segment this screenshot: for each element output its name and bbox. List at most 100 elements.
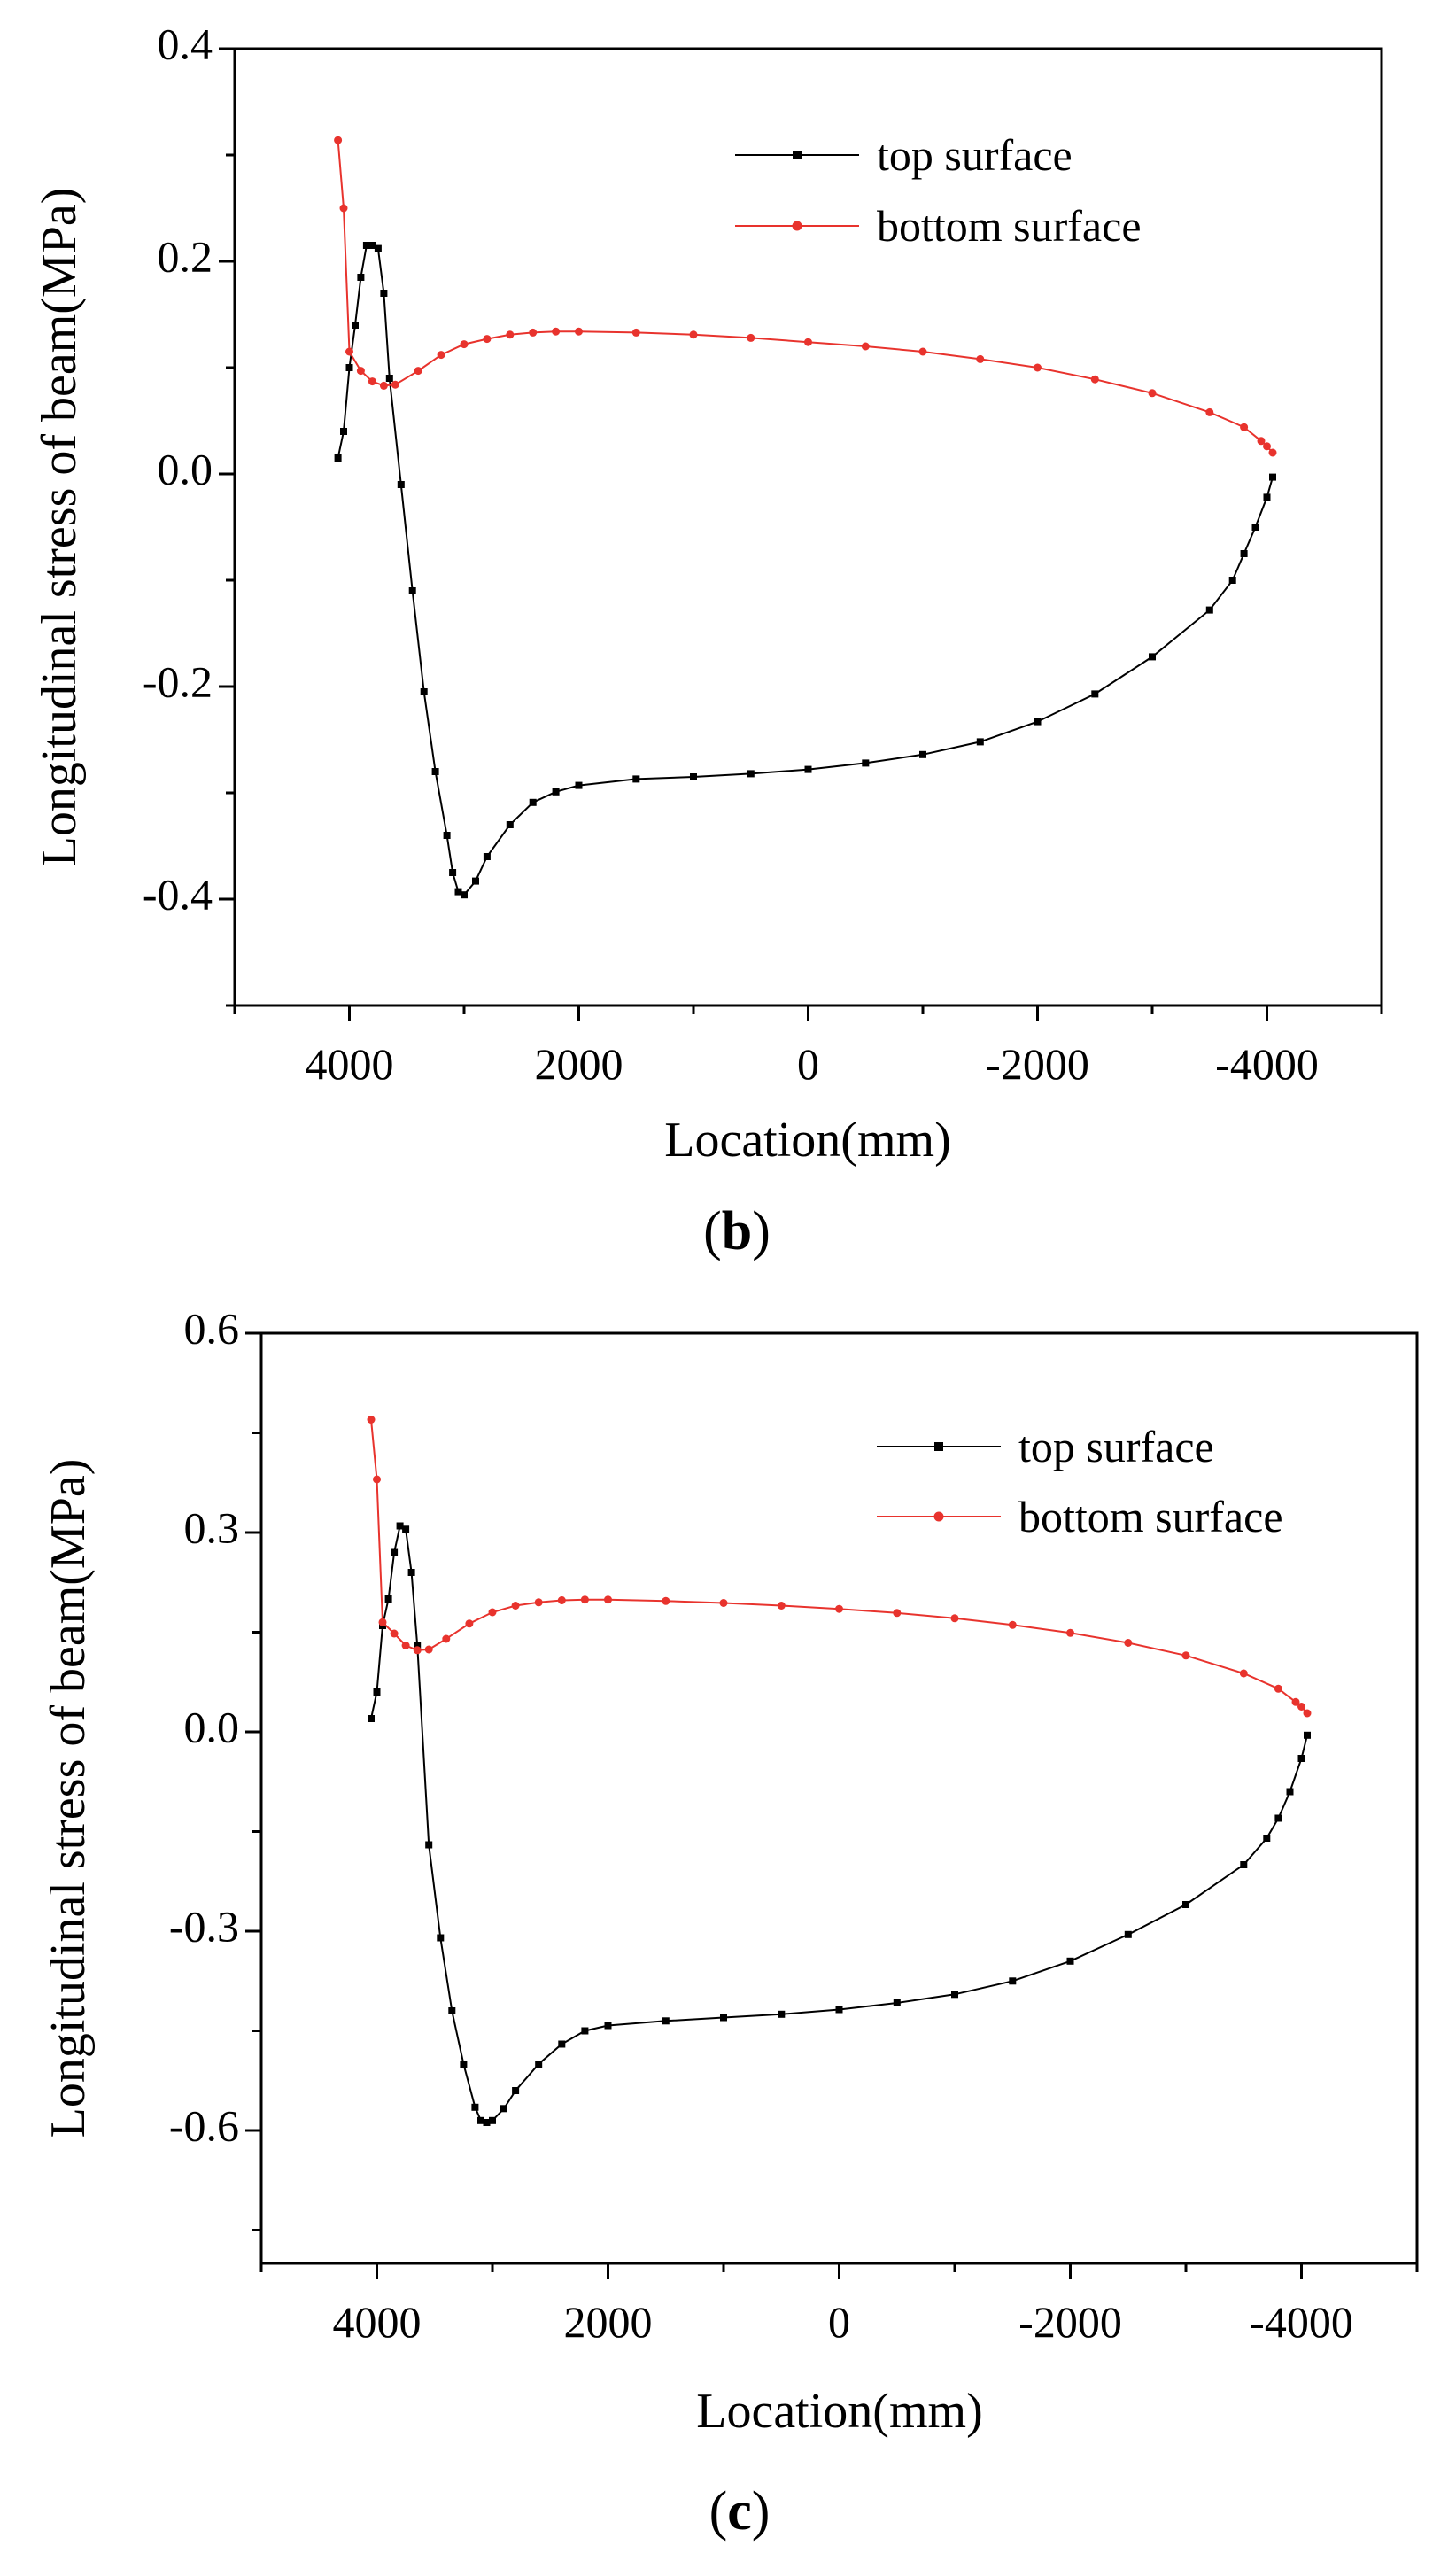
legend-marker-bottom-surface — [933, 1511, 944, 1522]
legend-label-bottom-surface: bottom surface — [877, 201, 1142, 251]
data-point-top-surface — [581, 2027, 589, 2035]
data-point-bottom-surface — [604, 1595, 612, 1604]
data-point-bottom-surface — [631, 328, 640, 337]
data-point-bottom-surface — [378, 1618, 387, 1626]
data-point-top-surface — [408, 587, 416, 594]
data-point-bottom-surface — [511, 1602, 520, 1610]
data-point-bottom-surface — [1268, 448, 1277, 457]
plot-frame — [259, 1331, 1419, 2265]
x-axis-tick-labels: 4000 2000 0 -2000 -4000 — [306, 1039, 1319, 1089]
data-point-top-surface — [552, 788, 560, 796]
data-point-top-surface — [357, 274, 365, 281]
data-point-top-surface — [604, 2022, 612, 2030]
data-point-bottom-surface — [575, 327, 583, 336]
data-point-top-surface — [425, 1841, 433, 1849]
data-point-bottom-surface — [401, 1642, 410, 1649]
data-point-top-surface — [662, 2017, 670, 2025]
panel-label-letter: c — [727, 2481, 752, 2542]
x-tick-label: 4000 — [306, 1039, 394, 1089]
data-point-bottom-surface — [777, 1602, 786, 1610]
data-point-top-surface — [951, 1991, 958, 1999]
x-axis-title: Location(mm) — [664, 1113, 950, 1168]
x-tick-label: -2000 — [986, 1039, 1089, 1089]
panel-b: 4000 2000 0 -2000 -4000 0.4 0.2 0.0 -0.2… — [32, 19, 1383, 1261]
data-point-bottom-surface — [379, 381, 388, 390]
data-point-bottom-surface — [1303, 1709, 1312, 1718]
data-point-top-surface — [529, 798, 537, 806]
data-point-top-surface — [1240, 1861, 1248, 1868]
data-point-top-surface — [506, 821, 514, 828]
data-point-top-surface — [407, 1569, 415, 1576]
y-tick-label: 0.2 — [158, 231, 213, 281]
data-point-top-surface — [402, 1525, 410, 1533]
plot-frame — [233, 47, 1383, 1007]
data-point-top-surface — [1251, 524, 1259, 531]
data-point-top-surface — [472, 877, 479, 885]
x-tick-label: 2000 — [564, 2297, 653, 2347]
data-point-bottom-surface — [1240, 423, 1249, 431]
data-point-top-surface — [575, 781, 583, 789]
data-point-top-surface — [477, 2116, 484, 2124]
data-point-bottom-surface — [1034, 363, 1042, 372]
data-point-bottom-surface — [918, 347, 927, 356]
legend-label-top-surface: top surface — [877, 130, 1073, 180]
data-point-top-surface — [340, 428, 347, 435]
data-point-top-surface — [431, 768, 439, 775]
data-point-top-surface — [1066, 1957, 1074, 1965]
data-point-top-surface — [483, 2119, 491, 2126]
data-point-bottom-surface — [356, 367, 365, 376]
data-point-top-surface — [385, 375, 393, 382]
data-point-top-surface — [373, 1688, 381, 1696]
data-point-bottom-surface — [552, 327, 561, 336]
data-point-bottom-surface — [413, 1646, 422, 1655]
data-point-bottom-surface — [1008, 1620, 1017, 1629]
data-point-top-surface — [778, 2010, 786, 2018]
data-point-top-surface — [1009, 1977, 1017, 1985]
x-tick-label: -2000 — [1018, 2297, 1122, 2347]
x-tick-label: 4000 — [333, 2297, 422, 2347]
x-axis-title: Location(mm) — [696, 2384, 982, 2439]
data-point-top-surface — [443, 832, 451, 839]
data-point-bottom-surface — [557, 1596, 566, 1604]
data-point-top-surface — [380, 290, 388, 297]
data-point-top-surface — [448, 2007, 456, 2014]
data-point-bottom-surface — [1257, 437, 1266, 446]
data-point-bottom-surface — [835, 1604, 843, 1613]
data-point-top-surface — [483, 853, 491, 860]
data-point-bottom-surface — [580, 1595, 589, 1604]
series-group — [367, 1416, 1312, 2126]
data-point-top-surface — [512, 2087, 520, 2094]
data-point-top-surface — [535, 2061, 543, 2068]
data-point-top-surface — [862, 759, 870, 767]
data-point-bottom-surface — [424, 1645, 433, 1654]
data-point-bottom-surface — [662, 1596, 670, 1605]
panel-label: (c) — [709, 2481, 771, 2542]
legend-marker-top-surface — [934, 1442, 943, 1451]
data-point-top-surface — [1205, 606, 1213, 614]
y-axis-title: Longitudinal stress of beam(MPa) — [41, 1459, 96, 2138]
data-point-bottom-surface — [1205, 407, 1214, 416]
data-point-top-surface — [500, 2105, 507, 2113]
panel-label-letter: b — [722, 1201, 752, 1261]
data-point-bottom-surface — [1124, 1639, 1133, 1647]
data-point-top-surface — [1228, 577, 1236, 584]
data-point-top-surface — [558, 2040, 566, 2048]
data-point-top-surface — [1240, 550, 1248, 557]
y-tick-label: 0.0 — [158, 444, 213, 493]
legend: top surface bottom surface — [735, 130, 1142, 251]
data-point-bottom-surface — [1090, 375, 1099, 384]
data-point-top-surface — [460, 2061, 468, 2068]
data-point-top-surface — [368, 1715, 375, 1722]
legend-marker-bottom-surface — [792, 221, 802, 231]
y-axis-tick-labels: 0.6 0.3 0.0 -0.3 -0.6 — [169, 1303, 239, 2150]
data-point-top-surface — [1297, 1755, 1305, 1762]
series-line-top-surface — [370, 1524, 1308, 2124]
x-tick-label: -4000 — [1215, 1039, 1319, 1089]
data-point-top-surface — [976, 738, 984, 746]
data-point-bottom-surface — [367, 1416, 376, 1424]
series-line-bottom-surface — [337, 140, 1274, 454]
y-axis-tick-labels: 0.4 0.2 0.0 -0.2 -0.4 — [143, 19, 213, 919]
data-point-top-surface — [1149, 653, 1156, 661]
x-axis-tick-labels: 4000 2000 0 -2000 -4000 — [333, 2297, 1353, 2347]
data-point-top-surface — [1091, 690, 1099, 698]
